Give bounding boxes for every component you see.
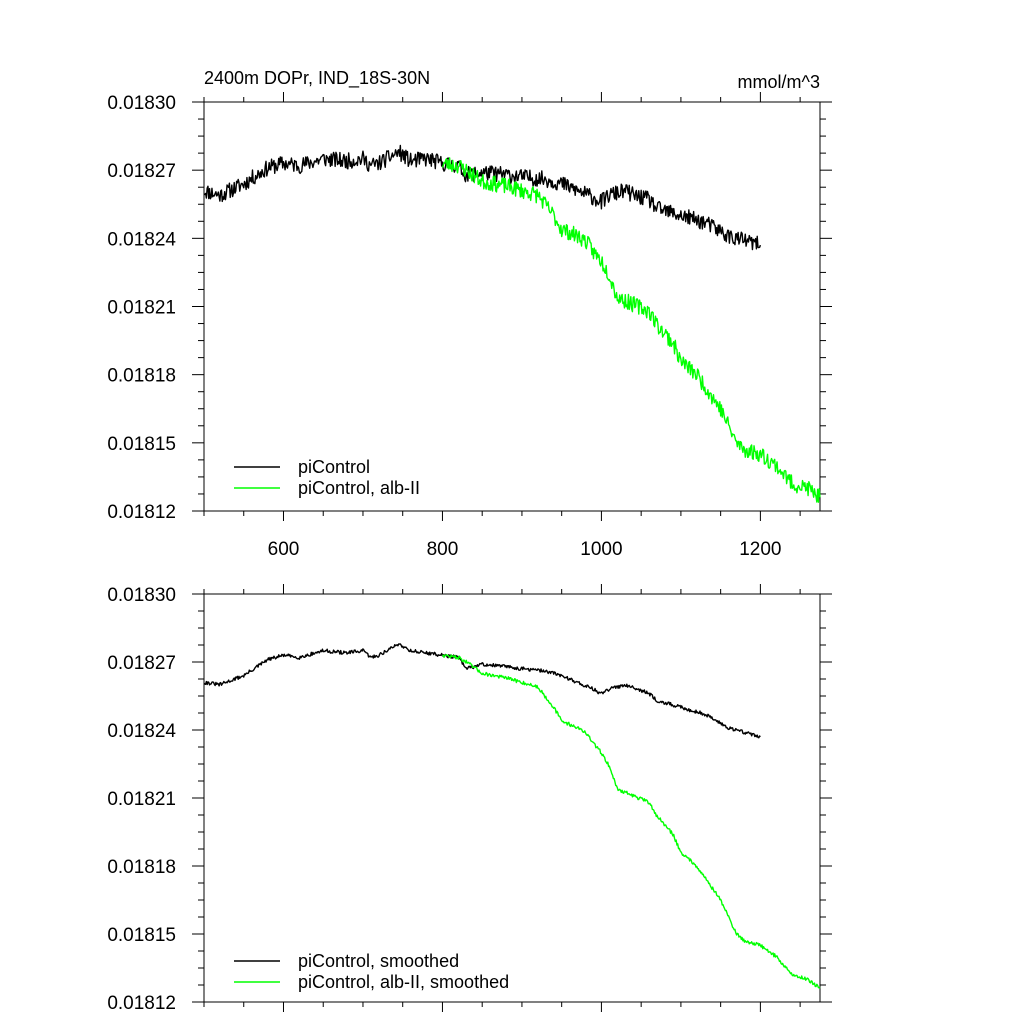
y-tick-label: 0.01824 (107, 229, 176, 250)
series-line-alb-ii (441, 654, 821, 989)
series-line-picontrol (203, 643, 761, 739)
plot-frame (203, 593, 821, 1003)
bottom-panel: 0.01812 0.01815 0.01818 0.01821 0.01824 0.018… (107, 584, 832, 1014)
y-tick-label: 0.01815 (107, 925, 176, 946)
y-tick-label: 0.01830 (107, 585, 176, 606)
x-tick-label: 1000 (580, 539, 622, 560)
legend-label: piControl, alb-II (298, 478, 420, 498)
chart-units: mmol/m^3 (738, 72, 820, 92)
series-line-alb-ii (441, 157, 821, 503)
y-tick-label: 0.01812 (107, 993, 176, 1014)
series-line-picontrol (203, 144, 762, 251)
x-tick-label: 600 (268, 539, 300, 560)
y-tick-label: 0.01818 (107, 366, 176, 387)
x-tick-label: 1200 (739, 539, 781, 560)
y-tick-label: 0.01815 (107, 434, 176, 455)
y-tick-label: 0.01818 (107, 857, 176, 878)
y-tick-label: 0.01827 (107, 161, 176, 182)
y-tick-label: 0.01824 (107, 721, 176, 742)
x-tick-label: 800 (427, 539, 459, 560)
top-panel: 600 800 1000 1200 0.01812 0.01815 0.01818 0.018… (107, 92, 832, 560)
legend-label: piControl, alb-II, smoothed (298, 972, 509, 992)
legend-label: piControl, smoothed (298, 951, 459, 971)
y-tick-label: 0.01830 (107, 93, 176, 114)
chart-title: 2400m DOPr, IND_18S-30N (204, 68, 430, 89)
y-tick-label: 0.01821 (107, 298, 176, 319)
legend-label: piControl (298, 457, 370, 477)
y-tick-label: 0.01812 (107, 502, 176, 523)
y-tick-label: 0.01821 (107, 789, 176, 810)
y-tick-label: 0.01827 (107, 653, 176, 674)
